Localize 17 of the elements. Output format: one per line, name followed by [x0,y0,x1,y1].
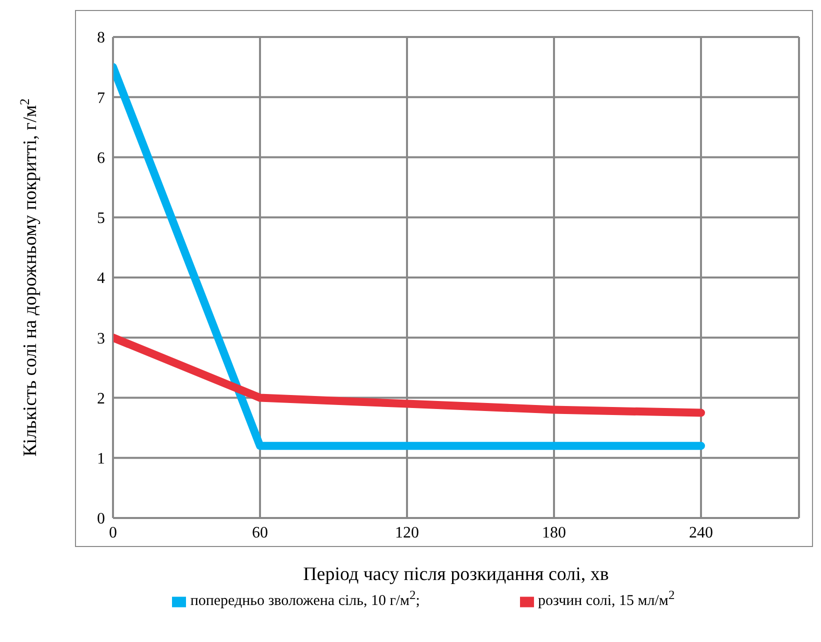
y-tick-label: 8 [97,30,105,47]
x-tick-label: 0 [109,524,117,542]
y-tick-label: 1 [97,450,105,468]
legend-label: розчин солі, 15 мл/м$^{2}$ [538,588,675,609]
y-tick-label: 2 [97,390,105,408]
y-tick-label: 3 [97,330,105,348]
y-tick-label: 6 [97,150,105,167]
x-axis-title: Період часу після розкидання солі, хв [303,564,609,585]
x-tick-label: 60 [252,524,268,542]
y-tick-label: 0 [97,510,105,528]
x-tick-label: 180 [542,524,566,542]
y-tick-label: 7 [97,90,105,107]
x-tick-label: 120 [395,524,419,542]
legend-label: попередньо зволожена сіль, 10 г/м$^{2}$; [190,588,420,609]
y-tick-label: 4 [97,270,105,288]
y-tick-label: 5 [97,210,105,228]
x-tick-label: 240 [689,524,713,542]
